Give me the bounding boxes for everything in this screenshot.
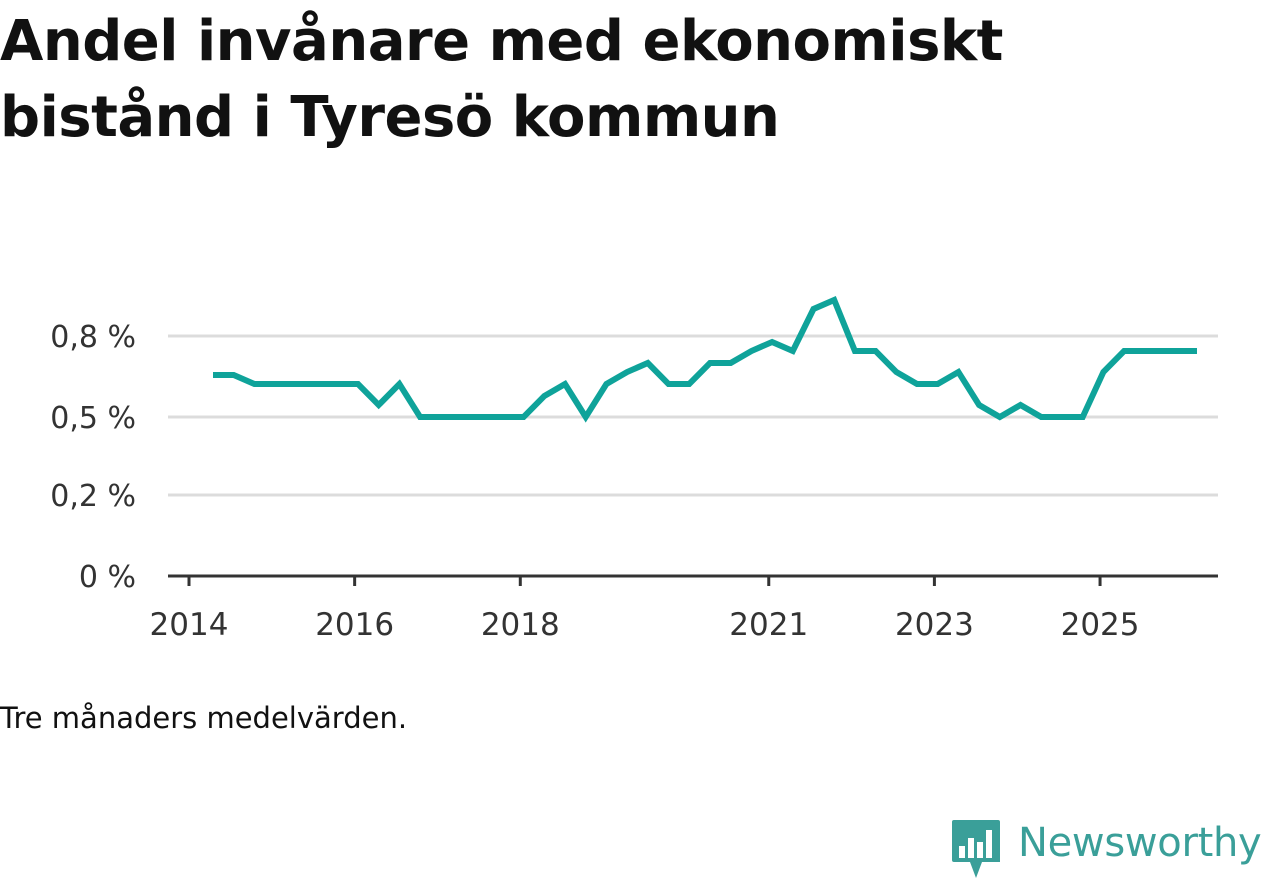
newsworthy-bar-chart-icon bbox=[952, 820, 1000, 878]
chart-title: Andel invånare med ekonomiskt bistånd i … bbox=[0, 9, 1003, 150]
newsworthy-logo[interactable]: Newsworthy bbox=[950, 818, 1262, 879]
x-tick-label: 2025 bbox=[1061, 607, 1140, 643]
y-axis-labels: 0 % 0,2 % 0,5 % 0,8 % bbox=[50, 320, 136, 595]
series-line bbox=[213, 296, 1197, 423]
brand-name: Newsworthy bbox=[1018, 820, 1262, 866]
y-tick-label: 0 % bbox=[79, 560, 136, 595]
y-tick-label: 0,5 % bbox=[50, 401, 136, 436]
x-tick-label: 2018 bbox=[481, 607, 560, 643]
x-tick-label: 2021 bbox=[729, 607, 808, 643]
y-tick-label: 0,8 % bbox=[50, 320, 136, 355]
series-layer bbox=[213, 296, 1197, 423]
y-tick-label: 0,2 % bbox=[50, 479, 136, 514]
line-chart: 0 %0,2 %0,5 %0,8 % 2014 2016 2018 2021 2023 2… bbox=[50, 296, 1218, 643]
x-tick-label: 2023 bbox=[895, 607, 974, 643]
chart-note: Tre månaders medelvärden. bbox=[0, 701, 408, 735]
x-tick-label: 2016 bbox=[315, 607, 394, 643]
x-tick-label: 2014 bbox=[150, 607, 229, 643]
x-axis: 2014 2016 2018 2021 2023 2025 bbox=[150, 574, 1218, 643]
